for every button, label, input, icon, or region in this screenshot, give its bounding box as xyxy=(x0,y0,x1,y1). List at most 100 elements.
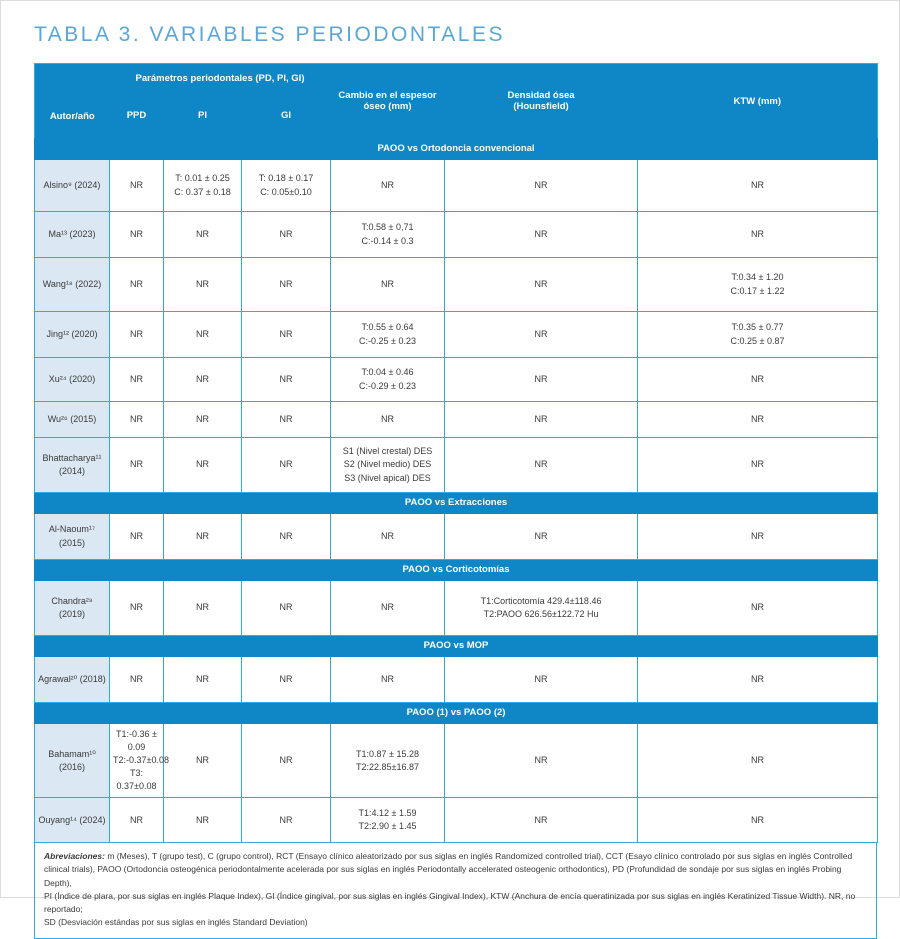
value-cell-ktw: NR xyxy=(637,159,879,212)
value-cell-densidad: NR xyxy=(444,257,639,312)
value-cell-ppd: NR xyxy=(109,357,164,402)
table-row-alsino: Alsino⁹ (2024) NR T: 0.01 ± 0.25 C: 0.37… xyxy=(34,159,879,212)
value-cell-pi: T: 0.01 ± 0.25 C: 0.37 ± 0.18 xyxy=(163,159,242,212)
section-header-extracciones: PAOO vs Extracciones xyxy=(33,492,879,514)
author-cell: Agrawal²⁰ (2018) xyxy=(34,656,110,703)
value-cell-densidad: NR xyxy=(444,437,639,493)
value-cell-pi: NR xyxy=(163,797,242,844)
value-cell-gi: NR xyxy=(240,656,332,703)
table-row-xu: Xu²⁴ (2020) NR NR NR T:0.04 ± 0.46 C:-0.… xyxy=(34,357,879,402)
value-cell-densidad: NR xyxy=(444,722,639,799)
value-cell-pi: NR xyxy=(163,357,242,402)
value-cell-gi: NR xyxy=(240,580,332,636)
periodontal-variables-table: Autor/año Parámetros periodontales (PD, … xyxy=(33,63,879,844)
author-cell: Alsino⁹ (2024) xyxy=(34,159,110,212)
value-cell-ktw: NR xyxy=(637,580,879,636)
column-header-autor: Autor/año xyxy=(34,63,110,139)
section-header-mop: PAOO vs MOP xyxy=(33,635,879,657)
value-cell-ppd: NR xyxy=(109,159,164,212)
value-cell-ppd: NR xyxy=(109,513,164,560)
value-cell-densidad: NR xyxy=(444,656,639,703)
value-cell-gi: NR xyxy=(240,401,332,438)
value-cell-gi: NR xyxy=(240,311,332,358)
section-header-ortodoncia-convencional: PAOO vs Ortodoncia convencional xyxy=(33,138,879,160)
value-cell-ppd: NR xyxy=(109,797,164,844)
value-cell-gi: NR xyxy=(240,211,332,258)
value-cell-ktw: NR xyxy=(637,656,879,703)
value-cell-ktw: NR xyxy=(637,357,879,402)
author-cell: Jing¹² (2020) xyxy=(34,311,110,358)
author-cell: Bahamam¹⁰ (2016) xyxy=(34,722,110,799)
table-row-bahamam: Bahamam¹⁰ (2016) T1:-0.36 ± 0.09 T2:-0.3… xyxy=(34,722,879,799)
table-row-wu: Wu²⁶ (2015) NR NR NR NR NR NR xyxy=(34,401,879,438)
author-cell: Xu²⁴ (2020) xyxy=(34,357,110,402)
section-header-corticotomias: PAOO vs Corticotomías xyxy=(33,559,879,581)
value-cell-ktw: NR xyxy=(637,211,879,258)
value-cell-ppd: NR xyxy=(109,401,164,438)
table-row-al-naoum: Al-Naoum¹⁷ (2015) NR NR NR NR NR NR xyxy=(34,513,879,560)
table-row-jing: Jing¹² (2020) NR NR NR T:0.55 ± 0.64 C:-… xyxy=(34,311,879,358)
author-cell: Ma¹³ (2023) xyxy=(34,211,110,258)
value-cell-pi: NR xyxy=(163,722,242,799)
value-cell-gi: NR xyxy=(240,797,332,844)
value-cell-ktw: T:0.34 ± 1.20 C:0.17 ± 1.22 xyxy=(637,257,879,312)
author-cell: Bhattacharya¹¹ (2014) xyxy=(34,437,110,493)
value-cell-densidad: NR xyxy=(444,211,639,258)
abbreviations-text: m (Meses), T (grupo test), C (grupo cont… xyxy=(44,851,856,928)
page-title: Tabla 3. Variables periodontales xyxy=(34,23,505,46)
value-cell-gi: NR xyxy=(240,722,332,799)
value-cell-densidad: T1:Corticotomía 429.4±118.46 T2:PAOO 626… xyxy=(444,580,639,636)
abbreviations-label: Abreviaciones: xyxy=(44,851,105,862)
value-cell-gi: NR xyxy=(240,513,332,560)
value-cell-gi: NR xyxy=(240,257,332,312)
value-cell-ppd: NR xyxy=(109,211,164,258)
value-cell-densidad: NR xyxy=(444,159,639,212)
author-cell: Wu²⁶ (2015) xyxy=(34,401,110,438)
column-header-densidad: Densidad ósea (Hounsfield) xyxy=(444,63,638,139)
abbreviations-footnote: Abreviaciones: m (Meses), T (grupo test)… xyxy=(34,842,877,939)
value-cell-pi: NR xyxy=(163,401,242,438)
column-header-ktw: KTW (mm) xyxy=(637,63,878,139)
value-cell-ppd: NR xyxy=(109,437,164,493)
value-cell-ktw: NR xyxy=(637,722,879,799)
value-cell-cambio: T:0.55 ± 0.64 C:-0.25 ± 0.23 xyxy=(330,311,446,358)
value-cell-cambio: T1:0.87 ± 15.28 T2:22.85±16.87 xyxy=(330,722,446,799)
section-header-paoo1-vs-paoo2: PAOO (1) vs PAOO (2) xyxy=(33,702,879,724)
value-cell-densidad: NR xyxy=(444,357,639,402)
value-cell-ppd: T1:-0.36 ± 0.09 T2:-0.37±0.08 T3: 0.37±0… xyxy=(109,722,169,799)
value-cell-densidad: NR xyxy=(444,513,639,560)
group-header-parametros: Parámetros periodontales (PD, PI, GI) xyxy=(109,63,331,94)
value-cell-pi: NR xyxy=(163,513,242,560)
value-cell-cambio: NR xyxy=(330,159,446,212)
value-cell-cambio: NR xyxy=(330,580,446,636)
value-cell-cambio: NR xyxy=(330,257,446,312)
value-cell-cambio: T1:4.12 ± 1.59 T2:2.90 ± 1.45 xyxy=(330,797,446,844)
value-cell-cambio: S1 (Nivel crestal) DES S2 (Nivel medio) … xyxy=(330,437,446,493)
value-cell-gi: NR xyxy=(240,357,332,402)
value-cell-ppd: NR xyxy=(109,311,164,358)
table-row-wang: Wang¹⁸ (2022) NR NR NR NR NR T:0.34 ± 1.… xyxy=(34,257,879,312)
value-cell-pi: NR xyxy=(163,311,242,358)
value-cell-ktw: T:0.35 ± 0.77 C:0.25 ± 0.87 xyxy=(637,311,879,358)
author-cell: Ouyang¹⁴ (2024) xyxy=(34,797,110,844)
author-cell: Chandra²⁸ (2019) xyxy=(34,580,110,636)
value-cell-pi: NR xyxy=(163,656,242,703)
value-cell-ppd: NR xyxy=(109,580,164,636)
value-cell-ppd: NR xyxy=(109,656,164,703)
column-header-ppd: PPD xyxy=(109,93,164,139)
value-cell-ktw: NR xyxy=(637,401,879,438)
author-cell: Wang¹⁸ (2022) xyxy=(34,257,110,312)
column-header-cambio: Cambio en el espesor óseo (mm) xyxy=(330,63,445,139)
value-cell-ppd: NR xyxy=(109,257,164,312)
value-cell-ktw: NR xyxy=(637,437,879,493)
value-cell-pi: NR xyxy=(163,211,242,258)
value-cell-gi: T: 0.18 ± 0.17 C: 0.05±0.10 xyxy=(240,159,332,212)
table-header: Autor/año Parámetros periodontales (PD, … xyxy=(34,63,878,139)
value-cell-gi: NR xyxy=(240,437,332,493)
value-cell-densidad: NR xyxy=(444,797,639,844)
value-cell-cambio: T:0.58 ± 0,71 C:-0.14 ± 0.3 xyxy=(330,211,446,258)
author-cell: Al-Naoum¹⁷ (2015) xyxy=(34,513,110,560)
column-header-gi: GI xyxy=(241,93,331,139)
table-row-chandra: Chandra²⁸ (2019) NR NR NR NR T1:Corticot… xyxy=(34,580,879,636)
